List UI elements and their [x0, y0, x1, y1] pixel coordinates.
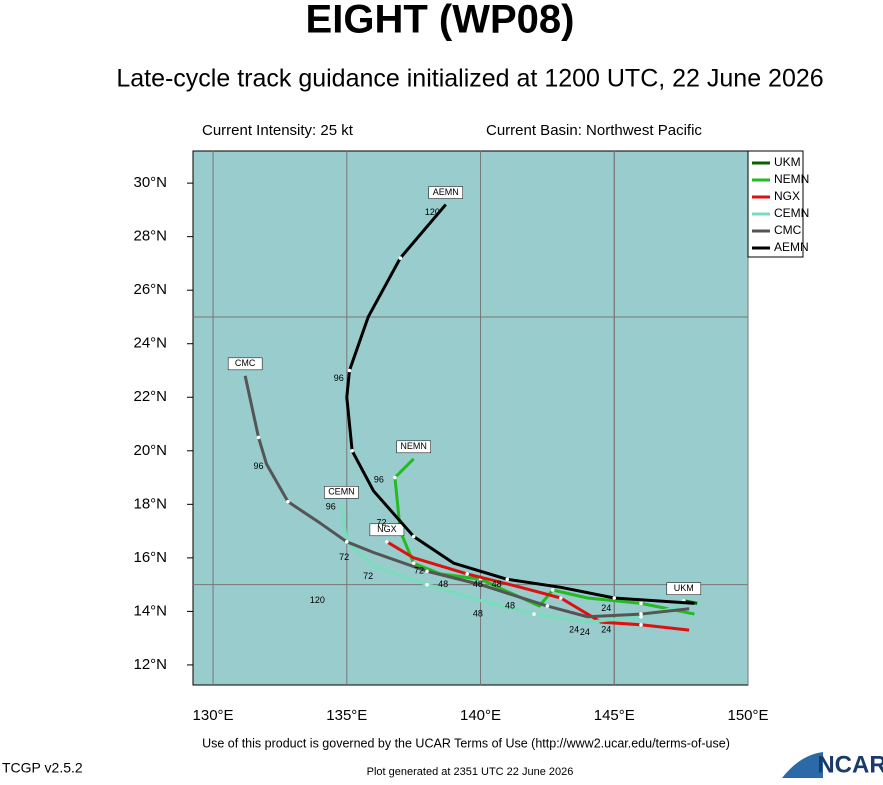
hour-label: 48	[473, 579, 483, 589]
x-tick-label: 140°E	[460, 707, 501, 724]
legend-label: CMC	[774, 223, 802, 237]
x-tick-label: 150°E	[727, 707, 768, 724]
version: TCGP v2.5.2	[2, 760, 83, 776]
track-label: CEMN	[324, 486, 359, 499]
track-point	[425, 569, 429, 574]
y-tick-label: 26°N	[133, 281, 167, 298]
hour-label: 48	[438, 579, 448, 589]
track-point	[256, 435, 261, 440]
annotation: Current Basin: Northwest Pacific	[486, 122, 702, 139]
hour-label: 24	[569, 625, 579, 635]
track-point	[612, 596, 617, 600]
track-label: CMC	[227, 357, 263, 371]
track-point	[545, 604, 550, 608]
logo: NCAR	[782, 751, 883, 778]
hour-label: 24	[601, 625, 611, 635]
track-point	[344, 539, 349, 544]
track-point	[411, 534, 416, 539]
y-tick-label: 14°N	[133, 602, 167, 619]
hour-label: 72	[414, 566, 424, 576]
hour-label: 96	[334, 373, 344, 383]
hour-label: 120	[310, 595, 325, 605]
track-point	[347, 368, 352, 373]
y-tick-label: 22°N	[133, 388, 167, 405]
map-background	[192, 150, 749, 686]
generated: Plot generated at 2351 UTC 22 June 2026	[367, 766, 574, 778]
y-tick-label: 18°N	[133, 495, 167, 512]
track-label-text: NEMN	[400, 441, 427, 451]
track-label-box	[666, 582, 702, 595]
track-label-text: NGX	[377, 524, 397, 534]
track-point	[385, 539, 389, 544]
track-point	[411, 561, 416, 566]
hour-label: 24	[580, 627, 590, 637]
track	[345, 203, 695, 605]
hour-label: 96	[254, 461, 264, 471]
hour-label: 120	[425, 207, 440, 217]
track-label-box	[369, 523, 405, 537]
hour-label: 96	[326, 501, 336, 511]
track-label-text: CMC	[235, 358, 256, 368]
hour-label: 24	[601, 603, 611, 613]
track	[243, 375, 690, 619]
track-label-text: CEMN	[328, 487, 355, 497]
hour-label: 48	[505, 600, 515, 610]
track-point	[639, 614, 643, 619]
track-label: AEMN	[428, 186, 464, 199]
legend-label: CEMN	[774, 206, 809, 220]
track-label-box	[324, 486, 359, 499]
hour-label: 72	[339, 552, 349, 562]
track-point	[425, 582, 429, 587]
track-point	[550, 588, 555, 592]
track-label-box	[227, 357, 263, 371]
hour-label: 48	[473, 608, 483, 618]
track-label-box	[428, 186, 464, 199]
track-point	[393, 475, 397, 480]
footer: Use of this product is governed by the U…	[202, 736, 730, 750]
chart-title: EIGHT (WP08)	[306, 0, 575, 42]
track-label-box	[396, 440, 431, 454]
track-point	[558, 596, 563, 600]
hour-label: 96	[374, 475, 384, 485]
x-tick-label: 135°E	[326, 707, 367, 724]
chart-subtitle: Late-cycle track guidance initialized at…	[116, 65, 823, 93]
logo-swoosh	[782, 752, 823, 778]
track-point	[639, 612, 643, 616]
y-tick-label: 28°N	[133, 228, 167, 245]
track-point	[639, 622, 643, 627]
y-tick-label: 20°N	[133, 442, 167, 459]
hour-label: 72	[363, 571, 373, 581]
track-point	[286, 499, 290, 504]
legend-label: AEMN	[774, 240, 809, 254]
x-tick-label: 130°E	[193, 707, 234, 724]
legend-label: NGX	[774, 189, 800, 203]
hour-label: 48	[492, 579, 502, 589]
track-point	[398, 256, 403, 260]
annotation: Current Intensity: 25 kt	[202, 122, 354, 139]
y-tick-label: 30°N	[133, 174, 167, 191]
logo-text: NCAR	[817, 751, 883, 778]
track-point	[465, 572, 469, 576]
legend	[747, 150, 804, 258]
hour-label: 72	[377, 517, 387, 527]
legend-label: NEMN	[774, 172, 809, 186]
track-label-text: UKM	[674, 583, 694, 593]
x-tick-label: 145°E	[594, 707, 635, 724]
y-tick-label: 12°N	[133, 656, 167, 673]
track-point	[350, 448, 354, 453]
track-point	[639, 601, 643, 606]
track-label-text: AEMN	[433, 187, 459, 197]
y-tick-label: 16°N	[133, 549, 167, 566]
legend-label: UKM	[774, 155, 801, 169]
track	[339, 504, 682, 624]
track-point	[505, 577, 510, 582]
track	[386, 540, 690, 632]
y-tick-label: 24°N	[133, 335, 167, 352]
track-label: NEMN	[396, 440, 431, 454]
track-label: NGX	[369, 523, 405, 537]
track-point	[532, 612, 536, 616]
track-label: UKM	[666, 582, 702, 595]
